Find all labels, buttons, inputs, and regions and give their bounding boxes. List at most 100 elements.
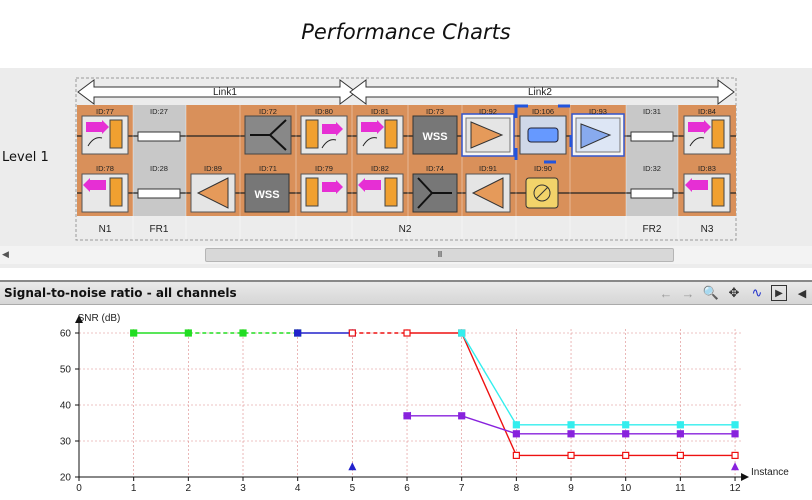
device-79[interactable] xyxy=(300,173,348,213)
y-axis-arrow xyxy=(75,315,83,323)
series-point xyxy=(731,421,739,429)
device-84[interactable] xyxy=(683,115,731,155)
device-91-amplifier[interactable] xyxy=(465,173,511,213)
x-tick-label: 4 xyxy=(295,483,301,494)
device-81[interactable] xyxy=(356,115,404,155)
back-arrow-icon[interactable]: ← xyxy=(659,285,673,301)
series-point xyxy=(676,451,684,459)
series-point xyxy=(622,430,630,438)
x-tick-label: 0 xyxy=(76,483,82,494)
device-82[interactable] xyxy=(356,173,404,213)
device-74[interactable] xyxy=(412,173,458,213)
id-label: ID:73 xyxy=(426,107,444,116)
series-point xyxy=(348,329,356,337)
id-label: ID:90 xyxy=(534,164,552,173)
link1-arrow[interactable]: Link1 xyxy=(77,79,357,105)
id-label: ID:71 xyxy=(259,164,277,173)
marker-point xyxy=(403,411,412,420)
id-label: ID:84 xyxy=(698,107,716,116)
x-tick-label: 11 xyxy=(675,483,686,494)
id-label: ID:81 xyxy=(371,107,389,116)
x-tick-label: 10 xyxy=(620,483,632,494)
id-label: ID:82 xyxy=(371,164,389,173)
fr1-section xyxy=(133,105,186,216)
device-90[interactable] xyxy=(525,177,559,209)
series-point xyxy=(676,430,684,438)
x-tick-label: 12 xyxy=(729,483,741,494)
y-tick-label: 40 xyxy=(60,401,72,412)
y-tick-label: 30 xyxy=(60,437,72,448)
network-topology-panel: Level 1 Link1 Link2 xyxy=(0,68,812,268)
device-106-selected[interactable] xyxy=(514,104,573,164)
horizontal-scrollbar[interactable]: ◀ III xyxy=(0,246,812,264)
fiber-span-27[interactable] xyxy=(137,131,181,142)
device-80[interactable] xyxy=(300,115,348,155)
y-tick-label: 20 xyxy=(60,473,72,484)
node-label-n2: N2 xyxy=(399,224,412,235)
device-92-amplifier[interactable] xyxy=(461,113,515,157)
series-point xyxy=(512,430,520,438)
x-tick-label: 7 xyxy=(459,483,465,494)
device-89-amplifier[interactable] xyxy=(190,173,236,213)
x-tick-label: 5 xyxy=(350,483,356,494)
series-point xyxy=(567,451,575,459)
device-78[interactable] xyxy=(81,173,129,213)
zoom-icon[interactable]: 🔍 xyxy=(702,285,720,300)
forward-arrow-icon[interactable]: → xyxy=(681,285,695,301)
node-label-fr1: FR1 xyxy=(150,224,169,235)
id-label: ID:91 xyxy=(479,164,497,173)
scroll-thumb[interactable]: III xyxy=(205,248,674,262)
line-mode-icon[interactable]: ∿ xyxy=(751,285,763,300)
id-label: ID:28 xyxy=(150,164,168,173)
step-forward-icon[interactable]: ▶ xyxy=(771,285,787,301)
chart-title: Signal-to-noise ratio - all channels xyxy=(4,286,237,300)
series-point xyxy=(622,451,630,459)
id-label: ID:83 xyxy=(698,164,716,173)
node-label-n3: N3 xyxy=(701,224,714,235)
node-label-n1: N1 xyxy=(99,224,112,235)
page-title: Performance Charts xyxy=(301,20,511,44)
series-point xyxy=(512,451,520,459)
scroll-left-arrow-icon[interactable]: ◀ xyxy=(2,249,9,259)
device-93-amplifier[interactable] xyxy=(571,113,625,157)
id-label: ID:89 xyxy=(204,164,222,173)
marker-point xyxy=(731,462,740,471)
series-point xyxy=(731,430,739,438)
x-tick-label: 2 xyxy=(186,483,192,494)
series-point xyxy=(184,329,192,337)
device-77[interactable] xyxy=(81,115,129,155)
series-point xyxy=(458,412,466,420)
id-label: ID:72 xyxy=(259,107,277,116)
series-point xyxy=(676,421,684,429)
x-tick-label: 6 xyxy=(404,483,410,494)
x-tick-label: 8 xyxy=(514,483,520,494)
id-label: ID:80 xyxy=(315,107,333,116)
fiber-span-28[interactable] xyxy=(137,188,181,199)
device-73-wss[interactable]: WSS xyxy=(412,115,458,155)
series-point xyxy=(294,329,302,337)
pan-icon[interactable]: ✥ xyxy=(728,285,740,300)
fiber-span-32[interactable] xyxy=(630,188,674,199)
id-label: ID:31 xyxy=(643,107,661,116)
id-label: ID:32 xyxy=(643,164,661,173)
x-axis-label: Instance xyxy=(751,467,789,478)
series-point xyxy=(239,329,247,337)
node-label-fr2: FR2 xyxy=(643,224,662,235)
fiber-span-31[interactable] xyxy=(630,131,674,142)
id-label: ID:78 xyxy=(96,164,114,173)
topology-diagram: Link1 Link2 xyxy=(75,77,737,241)
x-tick-label: 3 xyxy=(240,483,246,494)
series-line xyxy=(461,332,736,426)
id-label: ID:79 xyxy=(315,164,333,173)
device-83[interactable] xyxy=(683,173,731,213)
device-71-wss[interactable]: WSS xyxy=(244,173,290,213)
link2-arrow[interactable]: Link2 xyxy=(349,79,735,105)
y-axis-label: SNR (dB) xyxy=(78,313,121,324)
series-point xyxy=(512,421,520,429)
marker-point xyxy=(348,462,357,471)
step-back-icon[interactable]: ◀ xyxy=(797,287,807,300)
link1-label: Link1 xyxy=(213,87,237,98)
link2-label: Link2 xyxy=(528,87,552,98)
device-72[interactable] xyxy=(244,115,292,155)
